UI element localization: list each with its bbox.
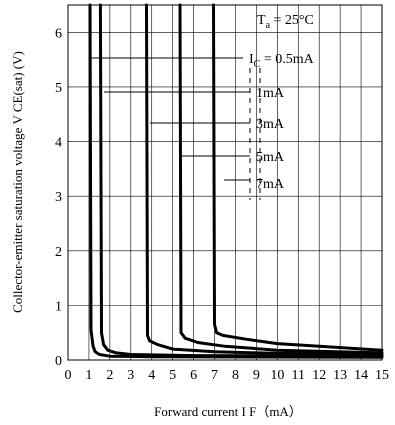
series-label-2: 1mA <box>256 86 285 101</box>
x-tick-9: 9 <box>253 368 260 383</box>
x-tick-4: 4 <box>148 368 155 383</box>
grid <box>68 5 382 360</box>
x-tick-8: 8 <box>232 368 239 383</box>
x-tick-7: 7 <box>211 368 218 383</box>
y-axis-label: Collector-emitter saturation voltage V C… <box>10 51 25 313</box>
series-label-5: 7mA <box>256 177 285 192</box>
series-line-2 <box>98 3 384 358</box>
series-curves <box>88 3 384 359</box>
series-line-1 <box>88 3 384 359</box>
x-tick-11: 11 <box>292 368 305 383</box>
y-tick-5: 5 <box>55 81 62 96</box>
series-label-4: 5mA <box>256 150 285 165</box>
x-tick-0: 0 <box>65 368 72 383</box>
y-tick-6: 6 <box>55 26 62 41</box>
series-line-3 <box>145 3 384 356</box>
annotations: IC = 0.5mA 1mA 3mA 5mA 7mA <box>90 52 315 200</box>
plot-frame <box>67 4 383 361</box>
series-label-1: IC = 0.5mA <box>249 52 315 70</box>
y-tick-3: 3 <box>55 190 62 205</box>
x-tick-3: 3 <box>127 368 134 383</box>
x-tick-1: 1 <box>85 368 92 383</box>
x-tick-14: 14 <box>354 368 368 383</box>
x-tick-13: 13 <box>333 368 347 383</box>
y-tick-0: 0 <box>55 354 62 369</box>
x-tick-6: 6 <box>190 368 197 383</box>
y-tick-2: 2 <box>55 245 62 260</box>
condition-label: Ta = 25°C <box>257 13 314 31</box>
series-label-3: 3mA <box>256 117 285 132</box>
x-tick-15: 15 <box>375 368 389 383</box>
x-axis-label: Forward current I F（mA） <box>154 404 302 419</box>
x-tick-2: 2 <box>106 368 113 383</box>
x-tick-12: 12 <box>312 368 326 383</box>
series-line-4 <box>178 3 384 355</box>
y-tick-4: 4 <box>55 136 62 151</box>
series-line-5 <box>212 3 384 352</box>
x-tick-5: 5 <box>169 368 176 383</box>
y-tick-1: 1 <box>55 299 62 314</box>
x-tick-10: 10 <box>270 368 284 383</box>
